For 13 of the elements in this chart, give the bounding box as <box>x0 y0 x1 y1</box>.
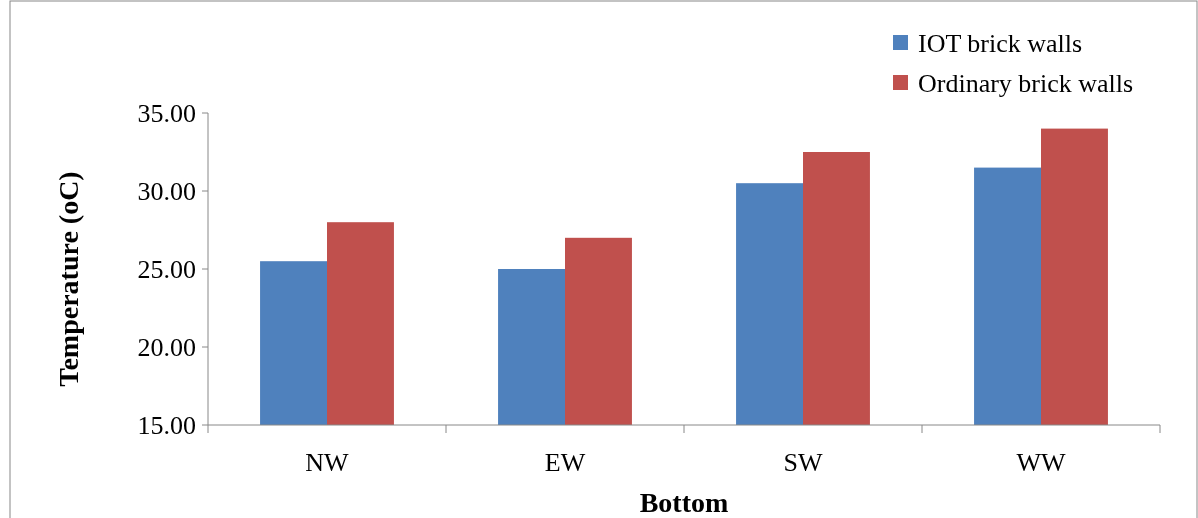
x-tick-label: NW <box>305 448 350 477</box>
y-tick-label: 25.00 <box>137 255 196 285</box>
y-axis-title: Temperature (oC) <box>53 171 84 387</box>
legend-label: IOT brick walls <box>918 29 1083 59</box>
x-axis-title: Bottom <box>639 487 729 518</box>
x-tick-label: WW <box>1016 448 1066 477</box>
x-tick-label: SW <box>783 448 823 477</box>
y-tick-label: 30.00 <box>137 177 196 207</box>
legend-label: Ordinary brick walls <box>918 69 1134 99</box>
y-tick-label: 20.00 <box>137 333 196 363</box>
y-tick-label: 35.00 <box>137 99 196 129</box>
x-tick-label: EW <box>544 448 586 477</box>
y-tick-label: 15.00 <box>137 411 196 441</box>
